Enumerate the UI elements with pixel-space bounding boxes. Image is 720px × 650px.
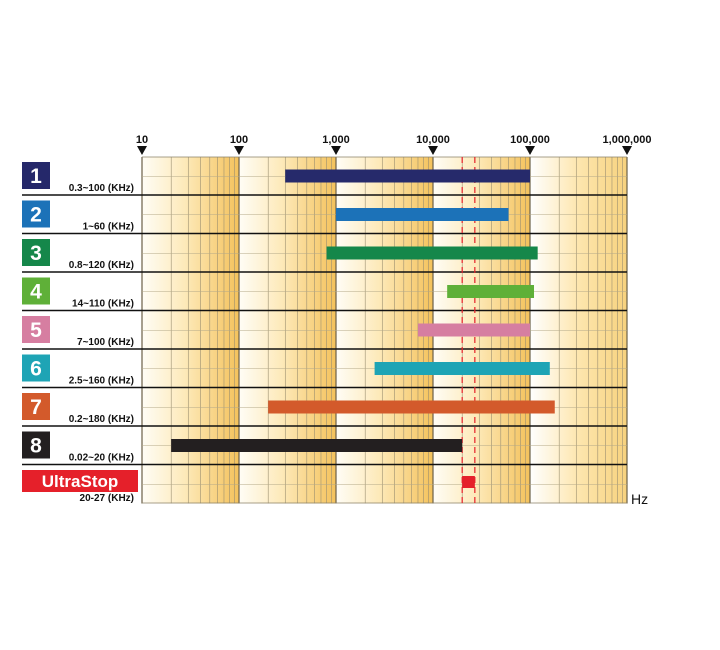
row-separators: [22, 156, 627, 504]
x-tick-label: 1,000,000: [603, 134, 652, 146]
row-number-label: 4: [30, 281, 42, 304]
range-bar: [447, 285, 535, 298]
axis-tick-marker: [137, 146, 147, 155]
range-bar: [462, 476, 475, 488]
axis-tick-marker: [331, 146, 341, 155]
row-range-label: 0.8~120 (KHz): [69, 260, 134, 271]
range-bar: [268, 400, 555, 414]
row-number-label: 5: [30, 319, 42, 342]
row-range-label: 2.5~160 (KHz): [69, 376, 134, 387]
axis-tick-marker: [428, 146, 438, 155]
row-number-badge: [22, 431, 50, 459]
row-range-label: 0.02~20 (KHz): [69, 453, 134, 464]
range-bar: [285, 169, 530, 183]
row-number-label: 8: [30, 435, 42, 458]
row-range-label: 20-27 (KHz): [80, 493, 134, 504]
row-range-label: 0.3~100 (KHz): [69, 183, 134, 194]
range-bar: [417, 323, 530, 337]
x-tick-label: 100: [230, 134, 248, 146]
row-number-badge: [22, 277, 50, 305]
range-bar: [326, 246, 538, 260]
row-number-badge: [22, 162, 50, 189]
row-number-label: 2: [30, 204, 42, 227]
row-range-label: 1~60 (KHz): [83, 222, 134, 233]
ultrastop-badge-label: UltraStop: [42, 472, 119, 491]
x-tick-label: 1,000: [322, 134, 350, 146]
row-range-label: 0.2~180 (KHz): [69, 414, 134, 425]
row-number-label: 6: [30, 358, 42, 381]
axis-tick-marker: [622, 146, 632, 155]
row-number-label: 3: [30, 242, 42, 265]
row-number-badge: [22, 239, 50, 266]
x-tick-label: 10,000: [416, 134, 450, 146]
row-range-label: 14~110 (KHz): [72, 299, 134, 310]
row-badges: 1 0.3~100 (KHz) 2 1~60 (KHz) 3 0.8~120 (KHz) 4…: [22, 162, 138, 504]
range-bars: [171, 169, 555, 488]
x-tick-label: 100,000: [510, 134, 550, 146]
row-number-badge: [22, 393, 50, 420]
axis-tick-marker: [525, 146, 535, 155]
range-bar: [374, 362, 550, 375]
row-number-badge: [22, 316, 50, 343]
range-bar: [171, 439, 463, 452]
axis-tick-marker: [234, 146, 244, 155]
ultrastop-badge: [22, 470, 138, 492]
row-number-label: 1: [30, 165, 42, 188]
row-number-badge: [22, 354, 50, 382]
row-number-label: 7: [30, 396, 42, 419]
row-number-badge: [22, 200, 50, 228]
x-tick-label: 10: [136, 134, 148, 146]
row-range-label: 7~100 (KHz): [77, 337, 134, 348]
x-unit-label: Hz: [631, 491, 648, 507]
x-axis: 10 100 1,000 10,000 100,000 1,000,000: [136, 134, 652, 155]
range-bar: [336, 208, 509, 221]
